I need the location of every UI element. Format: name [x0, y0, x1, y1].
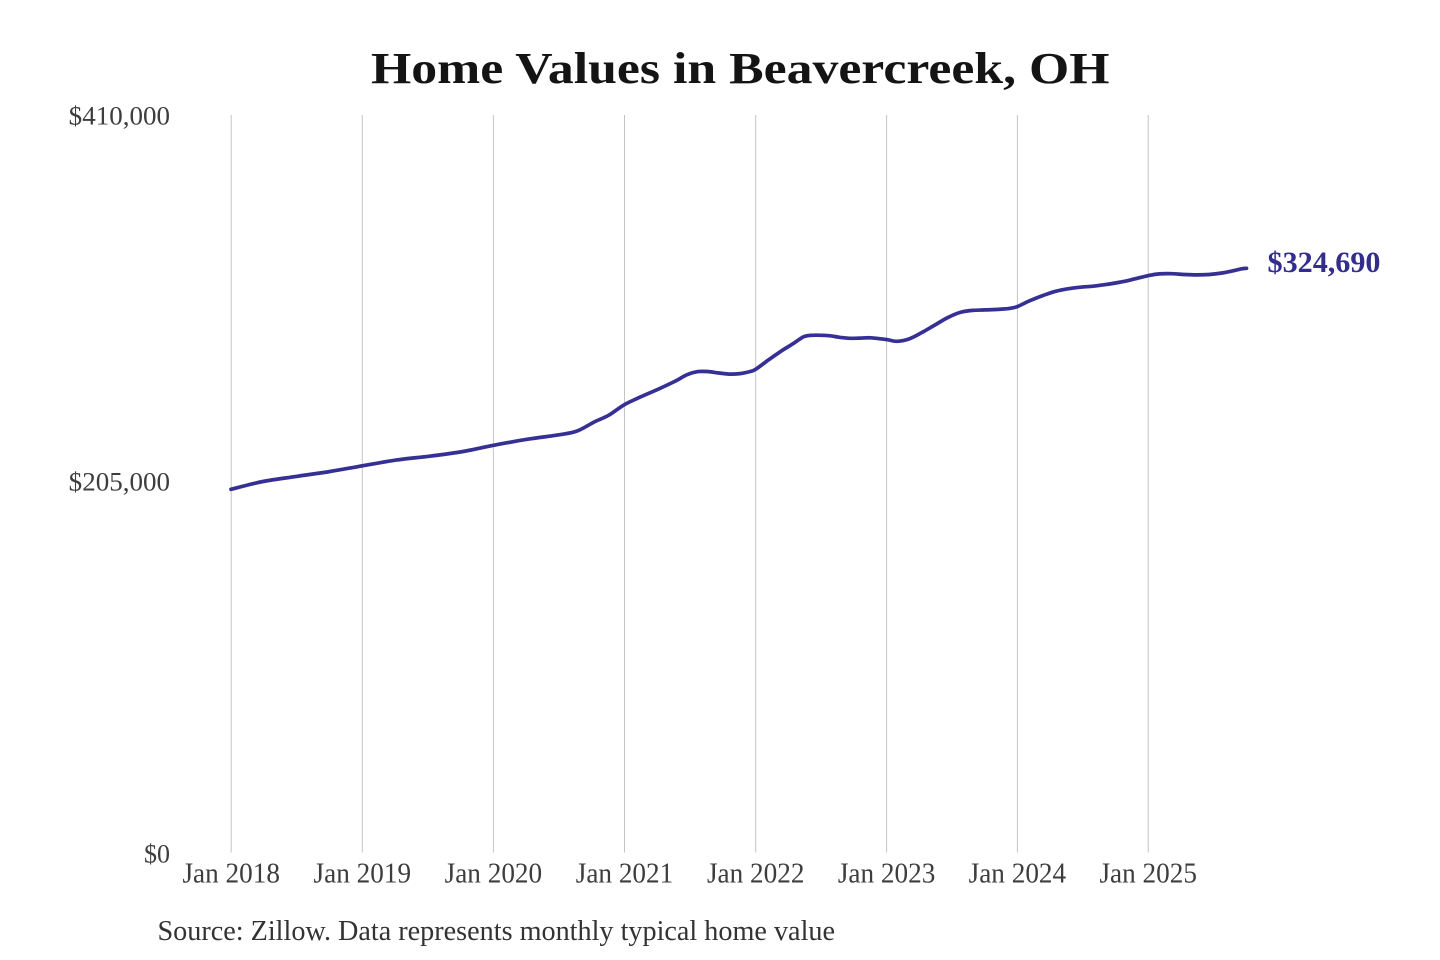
svg-text:$410,000: $410,000: [69, 102, 170, 131]
svg-text:Home Values in Beavercreek, OH: Home Values in Beavercreek, OH: [371, 44, 1110, 93]
svg-text:Jan 2025: Jan 2025: [1099, 859, 1197, 890]
svg-text:$324,690: $324,690: [1268, 246, 1381, 279]
svg-text:$0: $0: [144, 840, 170, 869]
svg-text:Jan 2024: Jan 2024: [969, 859, 1067, 890]
svg-text:Jan 2021: Jan 2021: [576, 859, 674, 890]
svg-text:Jan 2018: Jan 2018: [182, 859, 280, 890]
svg-text:$205,000: $205,000: [69, 468, 170, 497]
svg-text:Jan 2023: Jan 2023: [838, 859, 936, 890]
svg-text:Jan 2019: Jan 2019: [314, 859, 412, 890]
svg-text:Jan 2022: Jan 2022: [707, 859, 805, 890]
svg-text:Source: Zillow. Data represent: Source: Zillow. Data represents monthly …: [158, 916, 836, 947]
svg-text:Jan 2020: Jan 2020: [445, 859, 543, 890]
